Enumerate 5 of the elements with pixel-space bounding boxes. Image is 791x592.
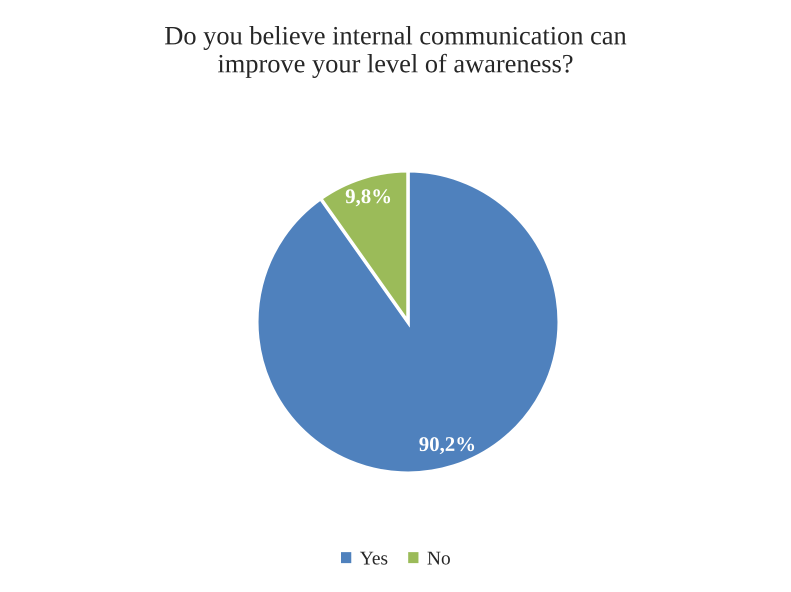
legend-label: Yes	[360, 552, 388, 565]
data-label: 90,2%	[419, 437, 474, 454]
legend-label: No	[427, 552, 450, 565]
chart-title: Do you believe internal communication can improve your level of awareness?	[165, 26, 626, 78]
data-label: 9,8%	[346, 189, 390, 206]
